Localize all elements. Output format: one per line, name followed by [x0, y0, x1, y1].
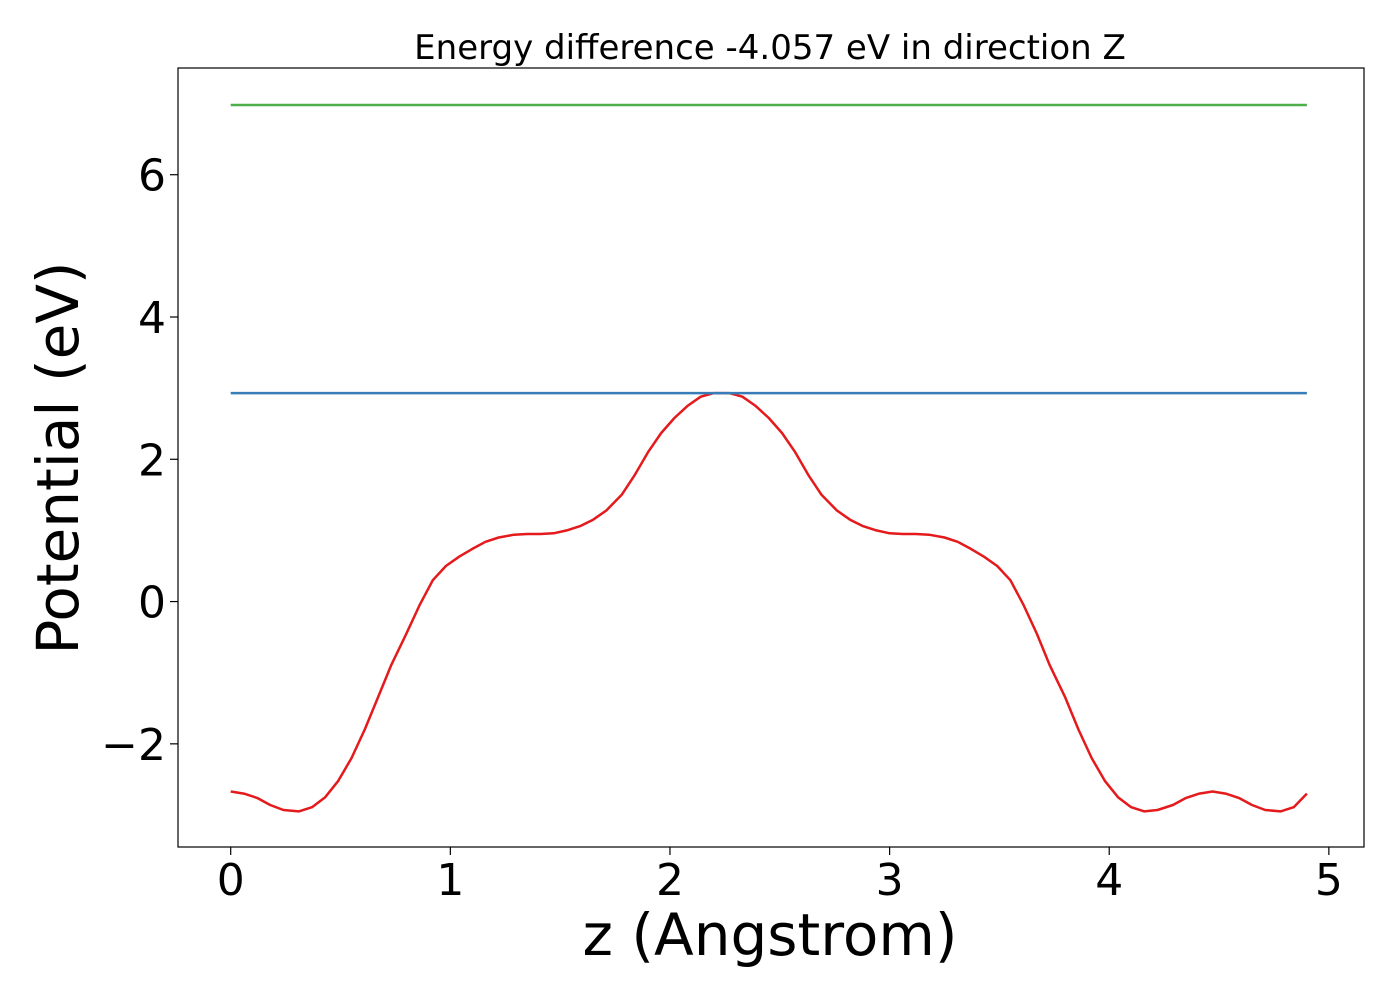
- x-tick-label: 1: [436, 855, 464, 906]
- x-tick-label: 5: [1315, 855, 1343, 906]
- x-tick-label: 2: [656, 855, 684, 906]
- series-line-0: [230, 391, 1308, 813]
- x-tick-label: 0: [217, 855, 245, 906]
- y-axis-title: Potential (eV): [24, 261, 92, 654]
- y-tick-label: 4: [138, 293, 166, 344]
- plot-layer: [230, 103, 1308, 813]
- y-tick-label: −2: [101, 720, 166, 771]
- y-tick-label: 2: [138, 435, 166, 486]
- plot-frame: [177, 67, 1365, 848]
- y-tick-label: 6: [138, 151, 166, 202]
- ticks-layer: 0 1 2 3 4 5 −2 0 2 4 6: [101, 151, 1343, 906]
- x-axis-title: z (Angstrom): [583, 901, 958, 969]
- chart-title: Energy difference -4.057 eV in direction…: [414, 28, 1126, 68]
- x-tick-label: 3: [876, 855, 904, 906]
- y-tick-label: 0: [138, 578, 166, 629]
- x-tick-label: 4: [1095, 855, 1123, 906]
